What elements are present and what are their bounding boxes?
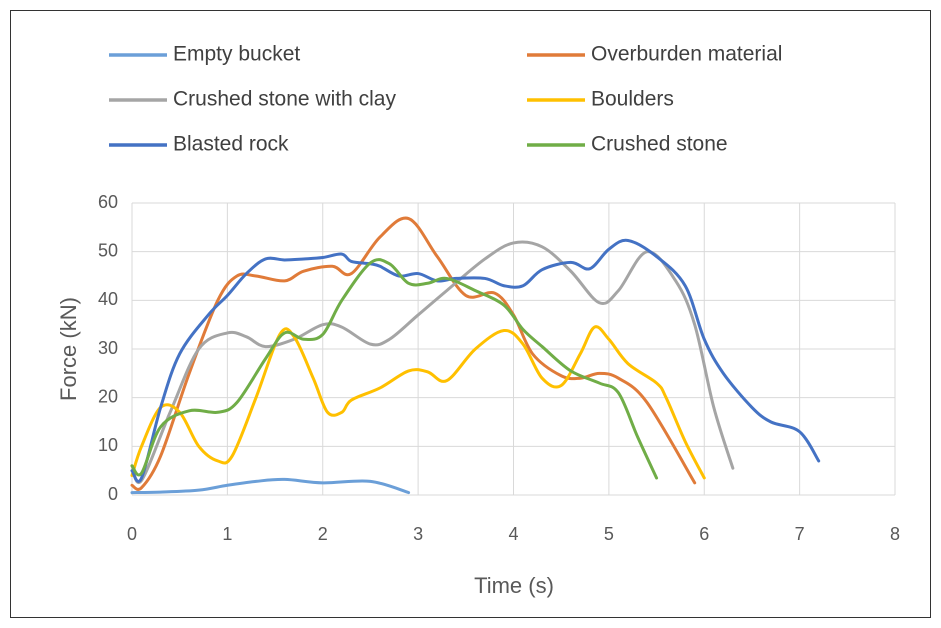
y-tick-label: 50 xyxy=(98,240,118,260)
line xyxy=(130,325,706,480)
legend-label: Crushed stone xyxy=(591,133,728,156)
y-tick-label: 0 xyxy=(108,484,118,504)
legend-label: Crushed stone with clay xyxy=(173,88,396,111)
legend-label: Boulders xyxy=(591,88,674,111)
chart-border xyxy=(10,10,931,618)
x-tick-label: 3 xyxy=(413,524,423,544)
x-tick-label: 7 xyxy=(795,524,805,544)
y-tick-label: 40 xyxy=(98,289,118,309)
y-axis-title: Force (kN) xyxy=(56,297,81,401)
y-tick-label: 20 xyxy=(98,386,118,406)
x-tick-label: 5 xyxy=(604,524,614,544)
x-tick-label: 8 xyxy=(890,524,900,544)
line xyxy=(130,477,411,495)
legend-label: Empty bucket xyxy=(173,43,300,66)
x-tick-label: 0 xyxy=(127,524,137,544)
y-tick-label: 60 xyxy=(98,192,118,212)
x-axis-title: Time (s) xyxy=(474,573,554,598)
y-tick-label: 30 xyxy=(98,338,118,358)
x-tick-label: 2 xyxy=(318,524,328,544)
x-tick-label: 6 xyxy=(699,524,709,544)
x-tick-label: 4 xyxy=(508,524,518,544)
legend-label: Overburden material xyxy=(591,43,782,66)
x-tick-label: 1 xyxy=(222,524,232,544)
legend-label: Blasted rock xyxy=(173,133,289,156)
y-tick-label: 10 xyxy=(98,435,118,455)
line xyxy=(130,258,659,480)
